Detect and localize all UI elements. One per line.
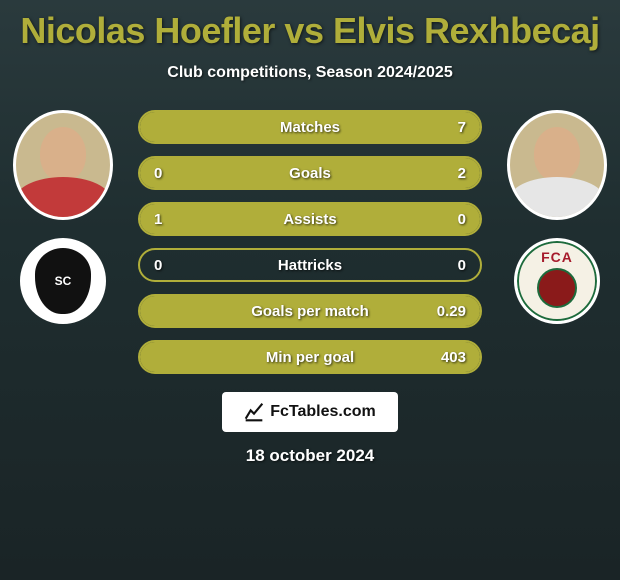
player-left-avatar — [13, 110, 113, 220]
stat-bar: 0 Goals 2 — [138, 156, 482, 190]
site-badge: FcTables.com — [222, 392, 398, 432]
avatar-body-icon — [509, 177, 605, 220]
footer-date: 18 october 2024 — [246, 446, 375, 466]
player-right-avatar — [507, 110, 607, 220]
fca-badge-icon: FCA — [517, 241, 597, 321]
stat-right-value: 403 — [441, 349, 466, 366]
stat-bar: 1 Assists 0 — [138, 202, 482, 236]
subtitle: Club competitions, Season 2024/2025 — [167, 64, 452, 82]
chart-icon — [244, 402, 264, 422]
stat-left-value: 0 — [154, 257, 162, 274]
stat-label: Hattricks — [278, 257, 342, 274]
stat-right-value: 0.29 — [437, 303, 466, 320]
left-column: SC — [8, 110, 118, 324]
stat-bar: Matches 7 — [138, 110, 482, 144]
stat-left-value: 0 — [154, 165, 162, 182]
avatar-head-icon — [40, 127, 86, 181]
main-row: SC Matches 7 0 Goals 2 1 Assists 0 0 Hattricks 0 Go… — [0, 110, 620, 374]
stat-label: Assists — [283, 211, 336, 228]
fca-inner-circle-icon — [537, 268, 577, 308]
right-column: FCA — [502, 110, 612, 324]
shield-icon: SC — [35, 248, 91, 314]
stats-column: Matches 7 0 Goals 2 1 Assists 0 0 Hattricks 0 Goals… — [130, 110, 490, 374]
stat-label: Goals per match — [251, 303, 369, 320]
stat-right-value: 7 — [458, 119, 466, 136]
stat-label: Min per goal — [266, 349, 354, 366]
page-title: Nicolas Hoefler vs Elvis Rexhbecaj — [20, 10, 599, 52]
avatar-head-icon — [534, 127, 580, 181]
avatar-body-icon — [15, 177, 111, 220]
stat-right-value: 0 — [458, 211, 466, 228]
stat-right-value: 0 — [458, 257, 466, 274]
stat-bar: Goals per match 0.29 — [138, 294, 482, 328]
club-left-abbr: SC — [55, 274, 72, 288]
stat-label: Matches — [280, 119, 340, 136]
club-left-badge: SC — [20, 238, 106, 324]
stat-left-value: 1 — [154, 211, 162, 228]
stat-bar: 0 Hattricks 0 — [138, 248, 482, 282]
club-right-abbr: FCA — [541, 249, 573, 265]
content-root: Nicolas Hoefler vs Elvis Rexhbecaj Club … — [0, 0, 620, 466]
stat-label: Goals — [289, 165, 331, 182]
club-right-badge: FCA — [514, 238, 600, 324]
stat-bar: Min per goal 403 — [138, 340, 482, 374]
site-name: FcTables.com — [270, 403, 376, 421]
stat-right-value: 2 — [458, 165, 466, 182]
